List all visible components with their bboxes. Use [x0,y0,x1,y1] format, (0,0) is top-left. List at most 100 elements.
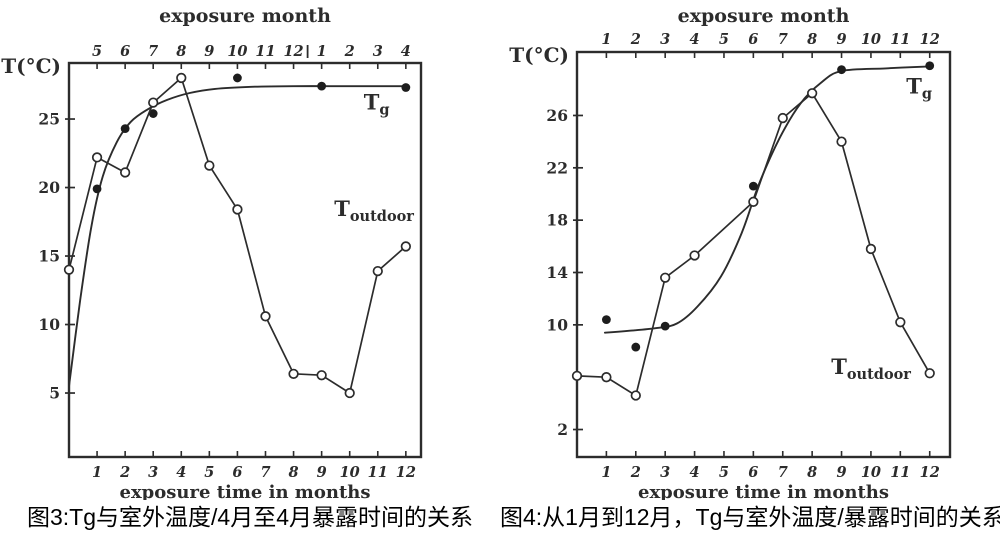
top-tick-label: 1 [317,43,327,60]
figure-4: 1 2 3 4 5 6 7 8 9 10 11 12 1 2 3 4 5 6 7 8 9 10 11 12 2 10 14 18 22 2… [500,0,1000,542]
top-axis-ticks: 1 2 3 4 5 6 7 8 9 10 11 12 [601,31,940,58]
open-circle-marker [148,97,159,108]
open-circle-marker [372,265,383,277]
open-circle-marker [400,241,411,252]
x-tick-label: 7 [260,464,270,481]
y-tick-label: 2 [557,420,568,439]
x-tick-label: 8 [807,464,817,481]
figure-3-chart: 5 6 7 8 9 10 11 12 1 2 3 41 2 3 4 5 6 7 8 9 10 11 12510152025e… [1,5,423,500]
x-tick-label: 9 [317,464,327,481]
open-circle-marker [91,152,103,163]
figure-3-caption: 图3:Tg与室外温度/4月至4月暴露时间的关系 [27,504,473,530]
open-circle-marker [176,72,187,84]
x-tick-label: 2 [630,464,641,481]
open-circle-marker [571,370,583,382]
top-tick-label: 10 [227,43,247,60]
top-tick-label: 9 [204,43,214,60]
y-tick-label: 20 [38,178,60,197]
open-circle-marker [924,368,935,379]
t-outdoor-label: Toutdoor [334,196,414,225]
x-tick-label: 2 [119,464,130,481]
filled-circle-marker [748,181,758,191]
open-circle-marker [344,387,355,399]
bottom-axis-title: exposure time in months [120,482,371,500]
filled-circle-marker [837,65,846,75]
top-tick-label: 9 [836,31,846,48]
top-tick-label: 3 [660,31,670,48]
filled-circle-marker [925,61,935,71]
open-circle-marker [689,250,700,261]
open-circle-marker [748,196,759,207]
figure-4-caption: 图4:从1月到12月，Tg与室外温度/暴露时间的关系 [500,504,1000,530]
tg-label: Tg [364,89,390,118]
top-axis-title: exposure month [678,5,850,27]
tg-points [601,61,935,352]
open-circle-marker [63,264,75,275]
bottom-axis-title: exposure time in months [638,482,889,500]
y-tick-label: 18 [546,211,568,230]
top-tick-label: 6 [748,31,758,48]
y-tick-label: 5 [49,384,60,403]
t-outdoor-line [576,92,931,397]
bottom-axis-ticks: 1 2 3 4 5 6 7 8 9 10 11 12 [601,451,940,481]
top-tick-label: 12 [920,31,940,48]
y-axis-ticks: 5 10 15 20 25 [38,110,75,403]
x-tick-label: 4 [690,464,700,481]
filled-circle-marker [317,81,327,91]
top-tick-label: 5 [719,31,729,48]
y-axis-label: T(°C) [1,54,61,78]
x-tick-label: 10 [340,464,360,481]
top-tick-label: 7 [148,43,158,60]
x-tick-label: 3 [660,464,670,481]
y-axis-label: T(°C) [509,43,569,67]
bottom-axis-ticks: 1 2 3 4 5 6 7 8 9 10 11 12 [92,451,416,481]
x-tick-label: 6 [748,464,758,481]
plot-frame [67,61,423,459]
x-tick-label: 5 [204,464,214,481]
figure-3: 5 6 7 8 9 10 11 12 1 2 3 4 1 2 3 4 5 6 7 8 9 10 11 12 5 10 15 20 25 e… [1,5,473,530]
y-axis-ticks: 2 10 14 18 22 26 [546,106,583,439]
x-tick-label: 11 [368,464,388,481]
filled-circle-marker [92,184,102,194]
tg-points [92,73,411,194]
x-tick-label: 5 [719,464,729,481]
filled-circle-marker [631,342,641,352]
filled-circle-marker [233,73,242,83]
x-tick-label: 1 [601,464,611,481]
open-circle-marker [232,204,243,215]
y-tick-label: 14 [546,263,568,282]
top-tick-label: 2 [630,31,641,48]
top-tick-label: 3 [373,43,383,60]
x-tick-label: 12 [396,464,416,481]
filled-circle-marker [148,109,158,118]
top-tick-label: 2 [344,43,355,60]
y-tick-label: 10 [546,315,568,334]
top-tick-label: 11 [255,43,275,60]
open-circle-marker [601,372,612,383]
t-outdoor-points [571,88,935,401]
y-tick-label: 22 [546,158,568,177]
t-outdoor-line [68,77,407,394]
filled-circle-marker [660,321,670,331]
filled-circle-marker [401,83,411,92]
open-circle-marker [316,370,327,381]
top-tick-label: 8 [176,43,186,60]
top-axis-title: exposure month [159,5,331,27]
top-tick-label: 5 [92,43,102,60]
x-tick-label: 10 [861,464,881,481]
x-tick-label: 9 [836,464,846,481]
open-circle-marker [777,112,788,124]
figure-4-chart: 1 2 3 4 5 6 7 8 9 10 11 121 2 3 4 5 6 7 8 9 10 11 122101418222… [509,5,952,500]
open-circle-marker [119,167,131,178]
x-tick-label: 3 [148,464,158,481]
x-tick-label: 6 [232,464,242,481]
x-tick-label: 8 [289,464,299,481]
filled-circle-marker [601,315,611,325]
tg-fit-curve [603,65,931,334]
y-tick-label: 10 [38,315,60,334]
plot-frame [575,50,952,459]
open-circle-marker [895,317,906,328]
t-outdoor-points [63,72,411,399]
tg-label: Tg [906,73,932,102]
